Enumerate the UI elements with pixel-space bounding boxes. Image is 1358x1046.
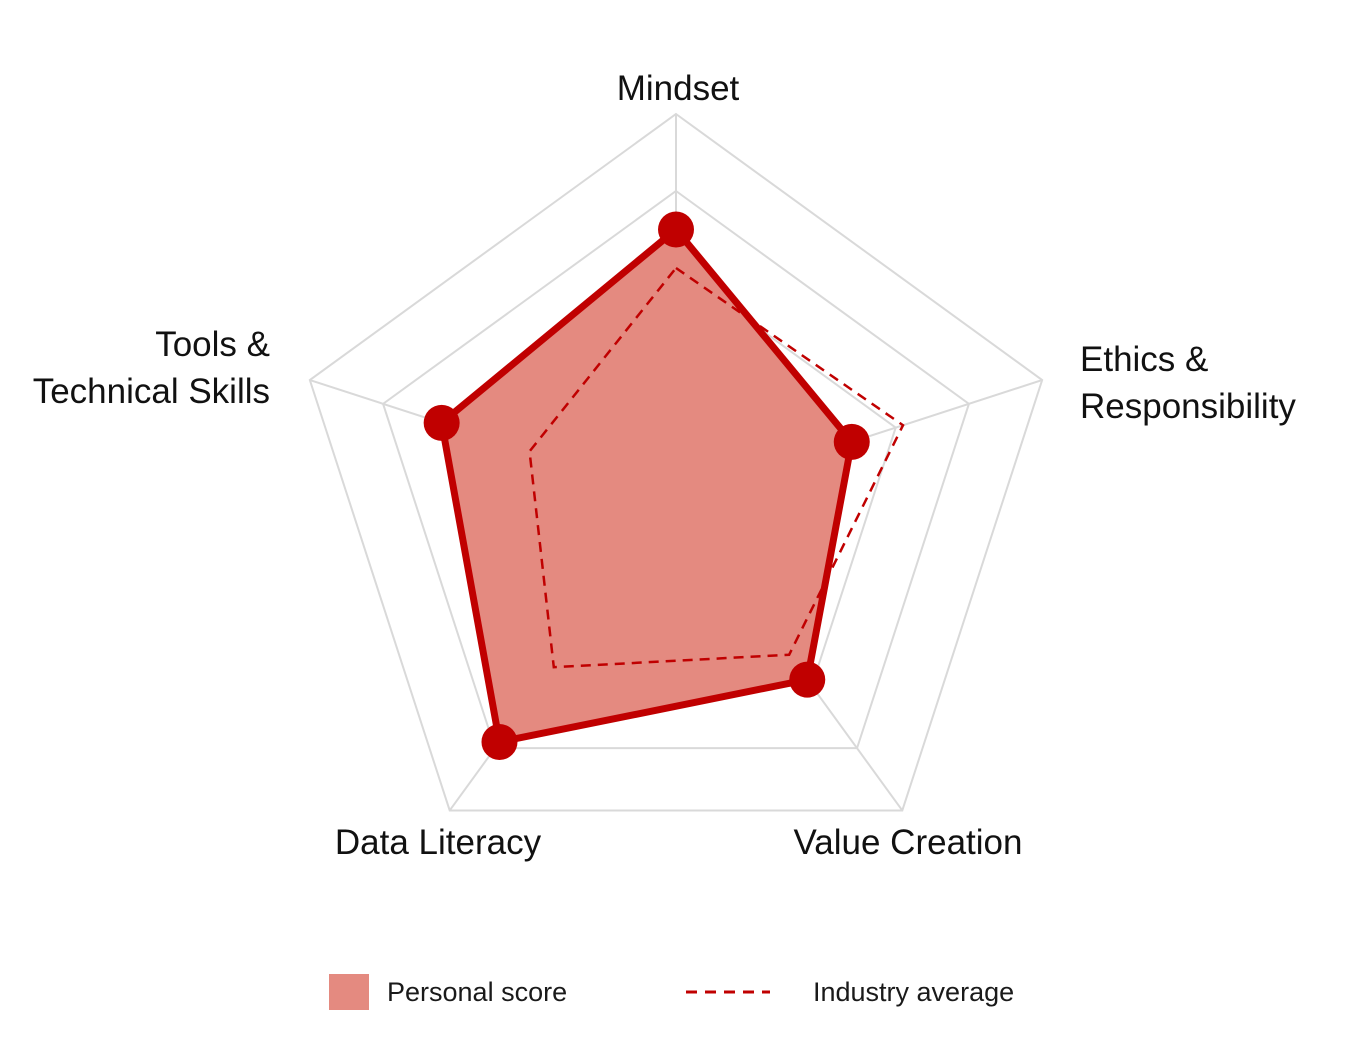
personal-score-point-4	[481, 723, 518, 760]
legend: Personal score Industry average	[329, 974, 1014, 1010]
axis-label-4: Data Literacy	[335, 823, 542, 862]
axis-label-1: Mindset	[617, 69, 740, 108]
radar-series	[423, 211, 905, 760]
axis-label-3: Value Creation	[794, 823, 1023, 862]
axis-label-2: Ethics & Responsibility	[1080, 340, 1296, 426]
axis-label-line: Responsibility	[1080, 387, 1296, 426]
legend-swatch-personal-score[interactable]	[329, 974, 369, 1010]
axis-label-line: Technical Skills	[33, 372, 270, 411]
axis-label-line: Data Literacy	[335, 823, 542, 862]
axis-labels: Mindset Ethics & Responsibility Value Creat…	[33, 69, 1297, 862]
personal-score-point-2	[833, 423, 870, 460]
personal-score-area	[441, 229, 852, 742]
axis-label-line: Ethics &	[1080, 340, 1208, 379]
axis-label-line: Tools &	[155, 325, 270, 364]
grid-ring-4	[381, 189, 971, 750]
axis-label-line: Mindset	[617, 69, 740, 108]
personal-score-point-1	[658, 211, 694, 248]
personal-score-point-3	[789, 661, 826, 698]
industry-average-line	[528, 266, 905, 669]
axis-label-line: Value Creation	[794, 823, 1023, 862]
legend-label-personal-score: Personal score	[387, 977, 567, 1007]
axis-label-5: Tools & Technical Skills	[33, 325, 270, 411]
personal-score-point-5	[423, 404, 460, 441]
grid-ring-5	[308, 112, 1044, 812]
legend-label-industry-average: Industry average	[813, 977, 1014, 1007]
personal-score-line	[438, 226, 856, 746]
